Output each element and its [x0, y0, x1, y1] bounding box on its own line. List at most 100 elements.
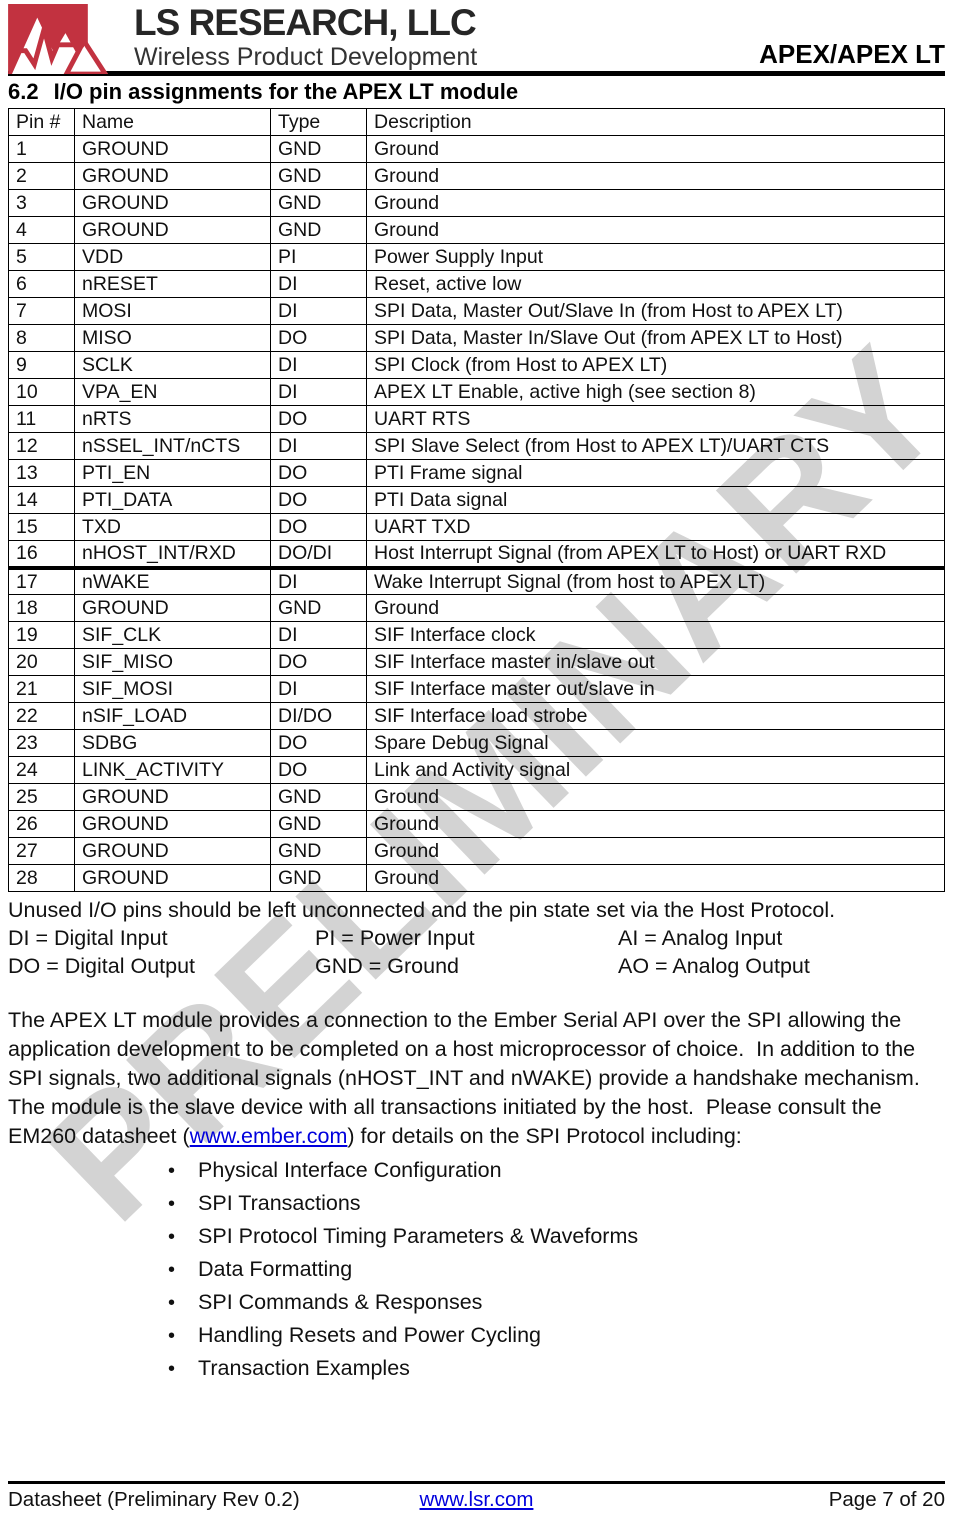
desc-cell: UART RTS [366, 405, 945, 433]
type-cell: DI [270, 297, 367, 325]
col-header-desc: Description [366, 108, 945, 136]
name-cell: nSIF_LOAD [74, 702, 271, 730]
pin-cell: 17 [8, 567, 75, 595]
desc-cell: SPI Slave Select (from Host to APEX LT)/… [366, 432, 945, 460]
pin-cell: 7 [8, 297, 75, 325]
desc-cell: Reset, active low [366, 270, 945, 298]
page-header: LS RESEARCH, LLC Wireless Product Develo… [8, 0, 945, 74]
ember-link[interactable]: www.ember.com [189, 1124, 348, 1148]
name-cell: SCLK [74, 351, 271, 379]
type-cell: DO [270, 729, 367, 757]
company-name: LS RESEARCH, LLC [134, 2, 477, 43]
table-row: 3 GROUND GND Ground [8, 189, 945, 217]
table-row: 24 LINK_ACTIVITY DO Link and Activity si… [8, 756, 945, 784]
pin-cell: 23 [8, 729, 75, 757]
desc-cell: SPI Data, Master In/Slave Out (from APEX… [366, 324, 945, 352]
bullet-item-label: Physical Interface Configuration [198, 1158, 502, 1182]
desc-cell: SIF Interface clock [366, 621, 945, 649]
bullet-icon: • [168, 1160, 176, 1182]
table-row: 5 VDD PI Power Supply Input [8, 243, 945, 271]
pin-cell: 9 [8, 351, 75, 379]
pin-cell: 6 [8, 270, 75, 298]
type-cell: DI [270, 351, 367, 379]
desc-cell: UART TXD [366, 513, 945, 541]
table-row: 11 nRTS DO UART RTS [8, 405, 945, 433]
bullet-icon: • [168, 1259, 176, 1281]
name-cell: GROUND [74, 162, 271, 190]
pin-cell: 25 [8, 783, 75, 811]
legend-item: AO = Analog Output [618, 954, 810, 978]
section-heading: 6.2 I/O pin assignments for the APEX LT … [8, 79, 945, 105]
desc-cell: Link and Activity signal [366, 756, 945, 784]
legend-row: DO = Digital Output GND = Ground AO = An… [8, 952, 945, 980]
section-title: I/O pin assignments for the APEX LT modu… [53, 79, 519, 104]
name-cell: GROUND [74, 594, 271, 622]
table-row: 6 nRESET DI Reset, active low [8, 270, 945, 298]
name-cell: VDD [74, 243, 271, 271]
desc-cell: Host Interrupt Signal (from APEX LT to H… [366, 540, 945, 570]
type-cell: PI [270, 243, 367, 271]
table-row: 8 MISO DO SPI Data, Master In/Slave Out … [8, 324, 945, 352]
legend-item: DI = Digital Input [8, 926, 168, 950]
pin-cell: 24 [8, 756, 75, 784]
table-header-row: Pin # Name Type Description [8, 108, 945, 136]
pin-cell: 12 [8, 432, 75, 460]
name-cell: SIF_MISO [74, 648, 271, 676]
name-cell: MISO [74, 324, 271, 352]
desc-cell: PTI Frame signal [366, 459, 945, 487]
type-cell: DI/DO [270, 702, 367, 730]
col-header-name: Name [74, 108, 271, 136]
legend-item: AI = Analog Input [618, 926, 783, 950]
desc-cell: Ground [366, 135, 945, 163]
col-header-type: Type [270, 108, 367, 136]
paragraph-text: The APEX LT module provides a connection… [8, 1008, 932, 1148]
bullet-item-label: SPI Commands & Responses [198, 1290, 483, 1314]
desc-cell: SPI Data, Master Out/Slave In (from Host… [366, 297, 945, 325]
footer-doc-rev: Datasheet (Preliminary Rev 0.2) [8, 1488, 300, 1511]
bullet-item: • SPI Transactions [8, 1192, 945, 1215]
pin-cell: 3 [8, 189, 75, 217]
section-number: 6.2 [8, 79, 39, 104]
pin-cell: 19 [8, 621, 75, 649]
name-cell: SIF_CLK [74, 621, 271, 649]
name-cell: PTI_EN [74, 459, 271, 487]
type-cell: DO [270, 405, 367, 433]
desc-cell: Ground [366, 162, 945, 190]
type-cell: GND [270, 162, 367, 190]
name-cell: nRTS [74, 405, 271, 433]
pin-cell: 4 [8, 216, 75, 244]
paragraph-text: ) for details on the SPI Protocol includ… [347, 1124, 742, 1148]
bullet-item: • SPI Commands & Responses [8, 1291, 945, 1314]
table-row: 19 SIF_CLK DI SIF Interface clock [8, 621, 945, 649]
type-cell: GND [270, 594, 367, 622]
desc-cell: PTI Data signal [366, 486, 945, 514]
name-cell: GROUND [74, 783, 271, 811]
name-cell: GROUND [74, 189, 271, 217]
pin-cell: 16 [8, 540, 75, 570]
pin-cell: 20 [8, 648, 75, 676]
name-cell: LINK_ACTIVITY [74, 756, 271, 784]
name-cell: GROUND [74, 810, 271, 838]
lsr-link[interactable]: www.lsr.com [419, 1488, 534, 1511]
table-row: 15 TXD DO UART TXD [8, 513, 945, 541]
pin-cell: 5 [8, 243, 75, 271]
type-cell: GND [270, 810, 367, 838]
table-row: 10 VPA_EN DI APEX LT Enable, active high… [8, 378, 945, 406]
table-row: 13 PTI_EN DO PTI Frame signal [8, 459, 945, 487]
type-cell: DO [270, 486, 367, 514]
bullet-icon: • [168, 1325, 176, 1347]
bullet-icon: • [168, 1292, 176, 1314]
type-cell: DO [270, 648, 367, 676]
pin-cell: 18 [8, 594, 75, 622]
table-row: 26 GROUND GND Ground [8, 810, 945, 838]
legend-item: PI = Power Input [315, 926, 475, 950]
name-cell: nHOST_INT/RXD [74, 540, 271, 570]
name-cell: VPA_EN [74, 378, 271, 406]
type-cell: DI [270, 567, 367, 595]
bullet-item: • SPI Protocol Timing Parameters & Wavef… [8, 1225, 945, 1248]
desc-cell: Wake Interrupt Signal (from host to APEX… [366, 567, 945, 595]
col-header-pin: Pin # [8, 108, 75, 136]
type-cell: DO/DI [270, 540, 367, 570]
type-cell: GND [270, 135, 367, 163]
